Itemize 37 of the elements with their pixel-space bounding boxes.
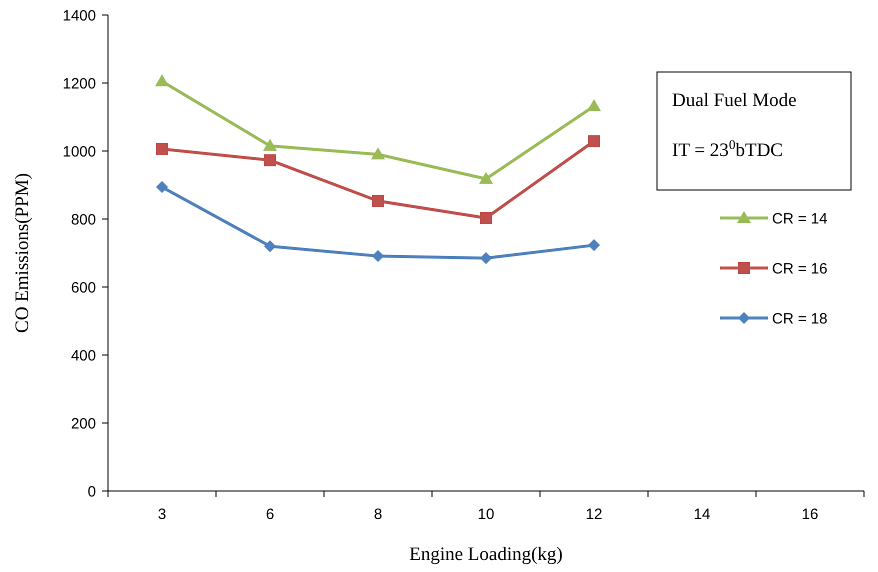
x-tick-label: 8	[374, 506, 382, 523]
point	[156, 142, 168, 155]
point	[372, 250, 384, 262]
y-tick-label: 1400	[62, 7, 96, 24]
y-tick-label: 400	[70, 347, 96, 364]
point	[588, 239, 600, 252]
x-tick-label: 6	[266, 506, 274, 523]
legend-label: CR = 18	[772, 310, 828, 328]
point	[156, 181, 168, 194]
x-tick-label: 16	[802, 506, 818, 523]
x-tick-label: 3	[158, 506, 166, 523]
legend-label: CR = 14	[772, 210, 828, 228]
point	[371, 147, 385, 160]
point	[587, 99, 601, 112]
point	[155, 74, 169, 86]
point	[480, 212, 492, 224]
y-tick-label: 1200	[62, 75, 96, 92]
x-axis-title: Engine Loading(kg)	[409, 544, 563, 565]
y-tick-label: 200	[70, 415, 96, 432]
x-tick-label: 14	[694, 506, 710, 523]
x-tick-label: 10	[478, 506, 494, 523]
y-tick-label: 0	[88, 483, 96, 500]
x-tick-label: 12	[586, 506, 602, 523]
point	[264, 154, 276, 166]
legend-label: CR = 16	[772, 260, 828, 278]
y-tick-label: 800	[70, 211, 96, 228]
point	[479, 172, 493, 184]
point	[263, 138, 277, 151]
y-axis-title: CO Emissions(PPM)	[12, 173, 33, 333]
point	[264, 240, 276, 252]
point	[588, 135, 600, 148]
annotation: IT = 23$^{0}$bTDC	[672, 136, 783, 161]
y-tick-label: 600	[70, 279, 96, 296]
point	[372, 194, 384, 207]
y-tick-label: 1000	[62, 143, 96, 160]
annotation: Dual Fuel Mode	[672, 90, 797, 111]
point	[480, 252, 492, 264]
